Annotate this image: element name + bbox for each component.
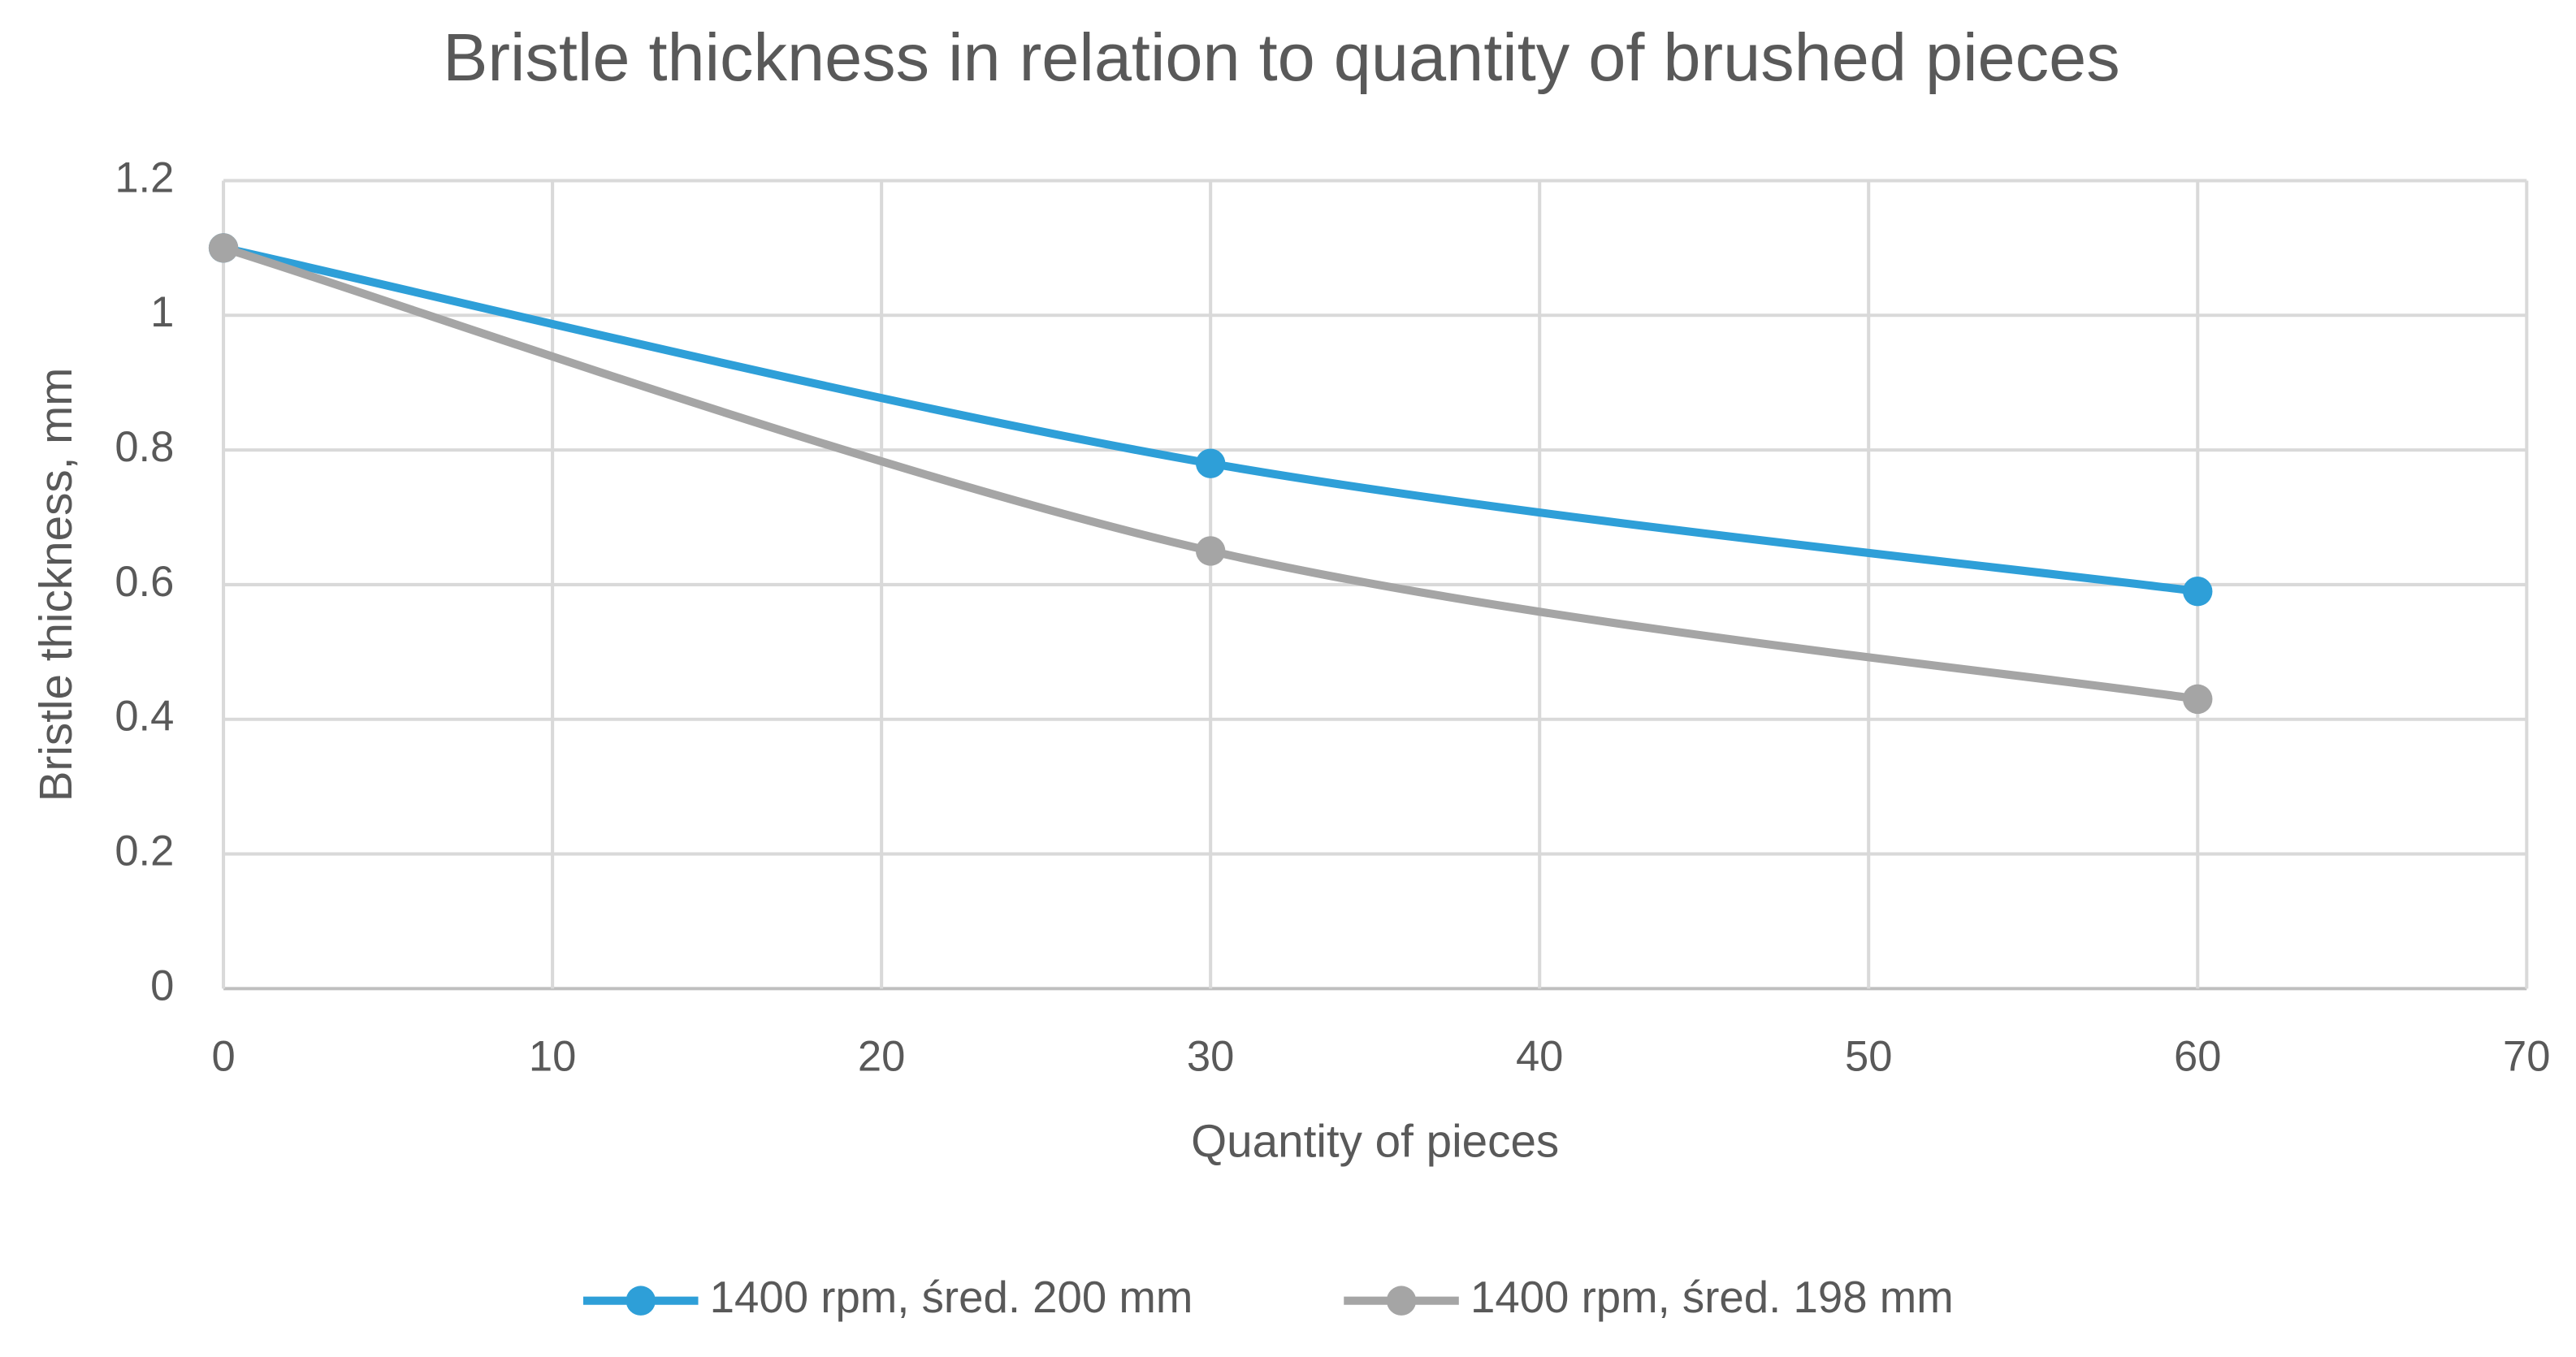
y-tick-label: 0.6 [115,558,174,606]
data-point [2183,684,2213,715]
chart-title: Bristle thickness in relation to quantit… [443,19,2120,95]
y-tick-label: 1 [150,288,174,336]
x-tick-label: 10 [529,1032,576,1080]
data-point [1195,448,1226,478]
y-axis-label: Bristle thickness, mm [30,368,81,802]
y-tick-label: 0 [150,962,174,1009]
y-tick-label: 0.4 [115,693,174,741]
x-tick-label: 70 [2503,1032,2550,1080]
legend-marker [626,1286,656,1316]
y-tick-label: 0.8 [115,423,174,471]
data-point [1195,536,1226,566]
x-tick-label: 40 [1516,1032,1563,1080]
x-tick-label: 50 [1845,1032,1892,1080]
x-tick-label: 30 [1187,1032,1234,1080]
x-tick-label: 60 [2174,1032,2221,1080]
y-tick-label: 0.2 [115,827,174,875]
legend-label: 1400 rpm, śred. 200 mm [710,1273,1193,1322]
legend-label: 1400 rpm, śred. 198 mm [1470,1273,1954,1322]
y-tick-label: 1.2 [115,153,174,201]
x-tick-label: 20 [858,1032,905,1080]
data-point [208,233,239,263]
data-point [2183,577,2213,607]
x-axis-label: Quantity of pieces [1191,1115,1559,1166]
legend-marker [1386,1286,1417,1316]
x-tick-label: 0 [211,1032,235,1080]
